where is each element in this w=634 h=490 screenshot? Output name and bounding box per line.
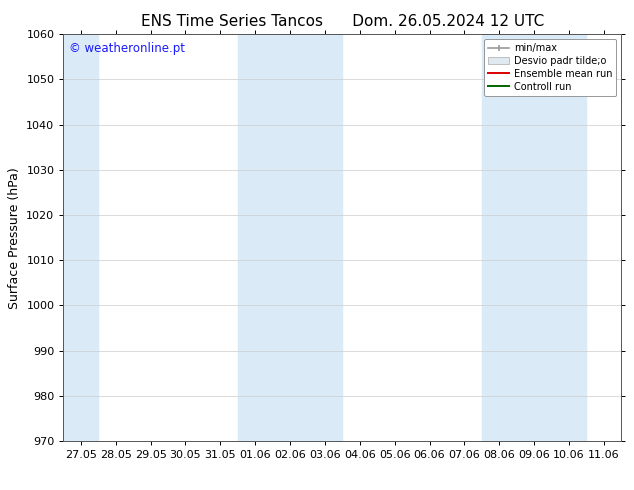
Bar [482,34,586,441]
Bar [63,34,98,441]
Y-axis label: Surface Pressure (hPa): Surface Pressure (hPa) [8,167,21,309]
Legend: min/max, Desvio padr tilde;o, Ensemble mean run, Controll run: min/max, Desvio padr tilde;o, Ensemble m… [484,39,616,96]
Title: ENS Time Series Tancos      Dom. 26.05.2024 12 UTC: ENS Time Series Tancos Dom. 26.05.2024 1… [141,14,544,29]
Bar [238,34,342,441]
Text: © weatheronline.pt: © weatheronline.pt [69,43,185,55]
